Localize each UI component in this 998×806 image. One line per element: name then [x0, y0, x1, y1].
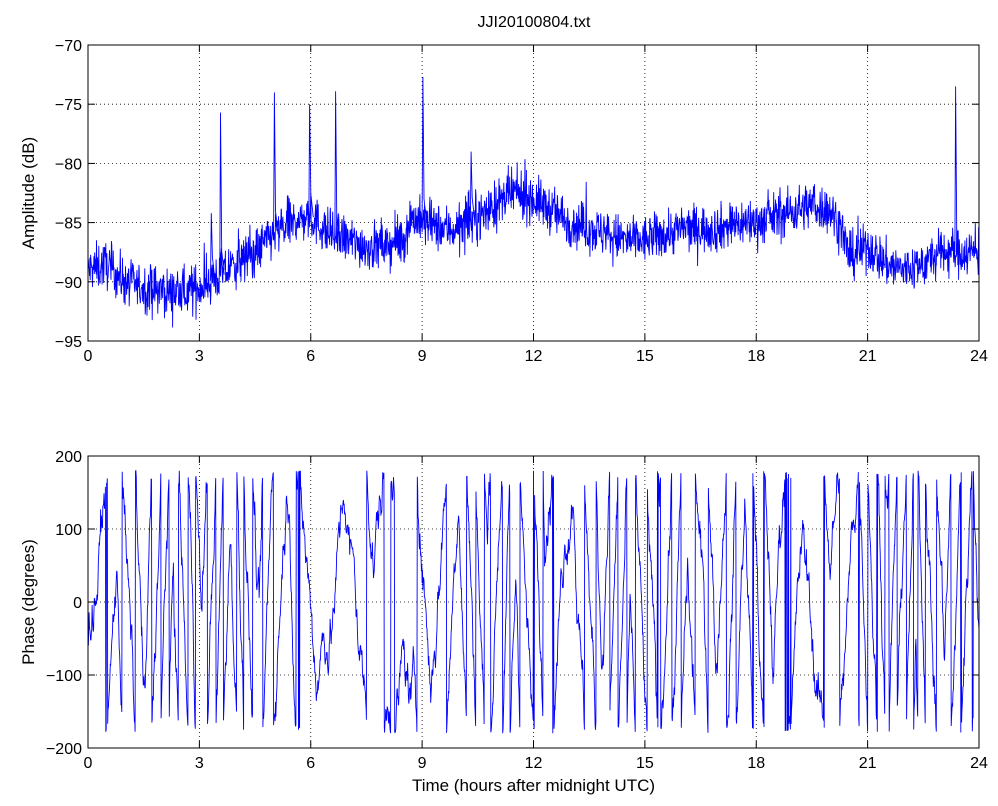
- y-tick-label: −85: [55, 216, 82, 233]
- x-tick-label: 0: [84, 755, 93, 772]
- x-tick-label: 15: [636, 348, 654, 365]
- x-tick-label: 18: [747, 755, 765, 772]
- y-tick-label: −80: [55, 156, 82, 173]
- x-tick-label: 18: [747, 348, 765, 365]
- x-tick-label: 24: [970, 755, 988, 772]
- x-tick-label: 24: [970, 348, 988, 365]
- x-tick-label: 6: [306, 755, 315, 772]
- y-tick-label: 100: [55, 522, 82, 539]
- x-tick-label: 21: [859, 348, 877, 365]
- y-tick-label: −70: [55, 38, 82, 55]
- x-tick-label: 9: [418, 755, 427, 772]
- amplitude-series-line: [88, 76, 979, 328]
- y-tick-label: −90: [55, 275, 82, 292]
- x-tick-label: 12: [525, 755, 543, 772]
- x-tick-label: 12: [525, 348, 543, 365]
- y-tick-label: −200: [46, 741, 82, 758]
- x-tick-label: 21: [859, 755, 877, 772]
- y-tick-label: 200: [55, 449, 82, 466]
- y-tick-label: 0: [73, 595, 82, 612]
- y-axis-label: Phase (degrees): [19, 539, 38, 665]
- y-axis-label: Amplitude (dB): [19, 137, 38, 249]
- y-tick-label: −100: [46, 668, 82, 685]
- x-tick-label: 3: [195, 348, 204, 365]
- phase-series-line: [88, 469, 979, 734]
- phase-axes: 0 3 6 9 12 15 18 21 24 −200 −100 0 100 200 Phase (degr…: [19, 449, 988, 795]
- chart-title: JJI20100804.txt: [478, 14, 592, 31]
- x-tick-label: 9: [418, 348, 427, 365]
- x-tick-label: 3: [195, 755, 204, 772]
- amplitude-axes: 0 3 6 9 12 15 18 21 24 −95 −90 −85 −80 −75 −70 Amplitud…: [19, 38, 988, 365]
- y-tick-label: −75: [55, 97, 82, 114]
- x-tick-label: 15: [636, 755, 654, 772]
- x-tick-label: 0: [84, 348, 93, 365]
- x-axis-label: Time (hours after midnight UTC): [412, 776, 655, 795]
- y-tick-label: −95: [55, 334, 82, 351]
- x-tick-label: 6: [306, 348, 315, 365]
